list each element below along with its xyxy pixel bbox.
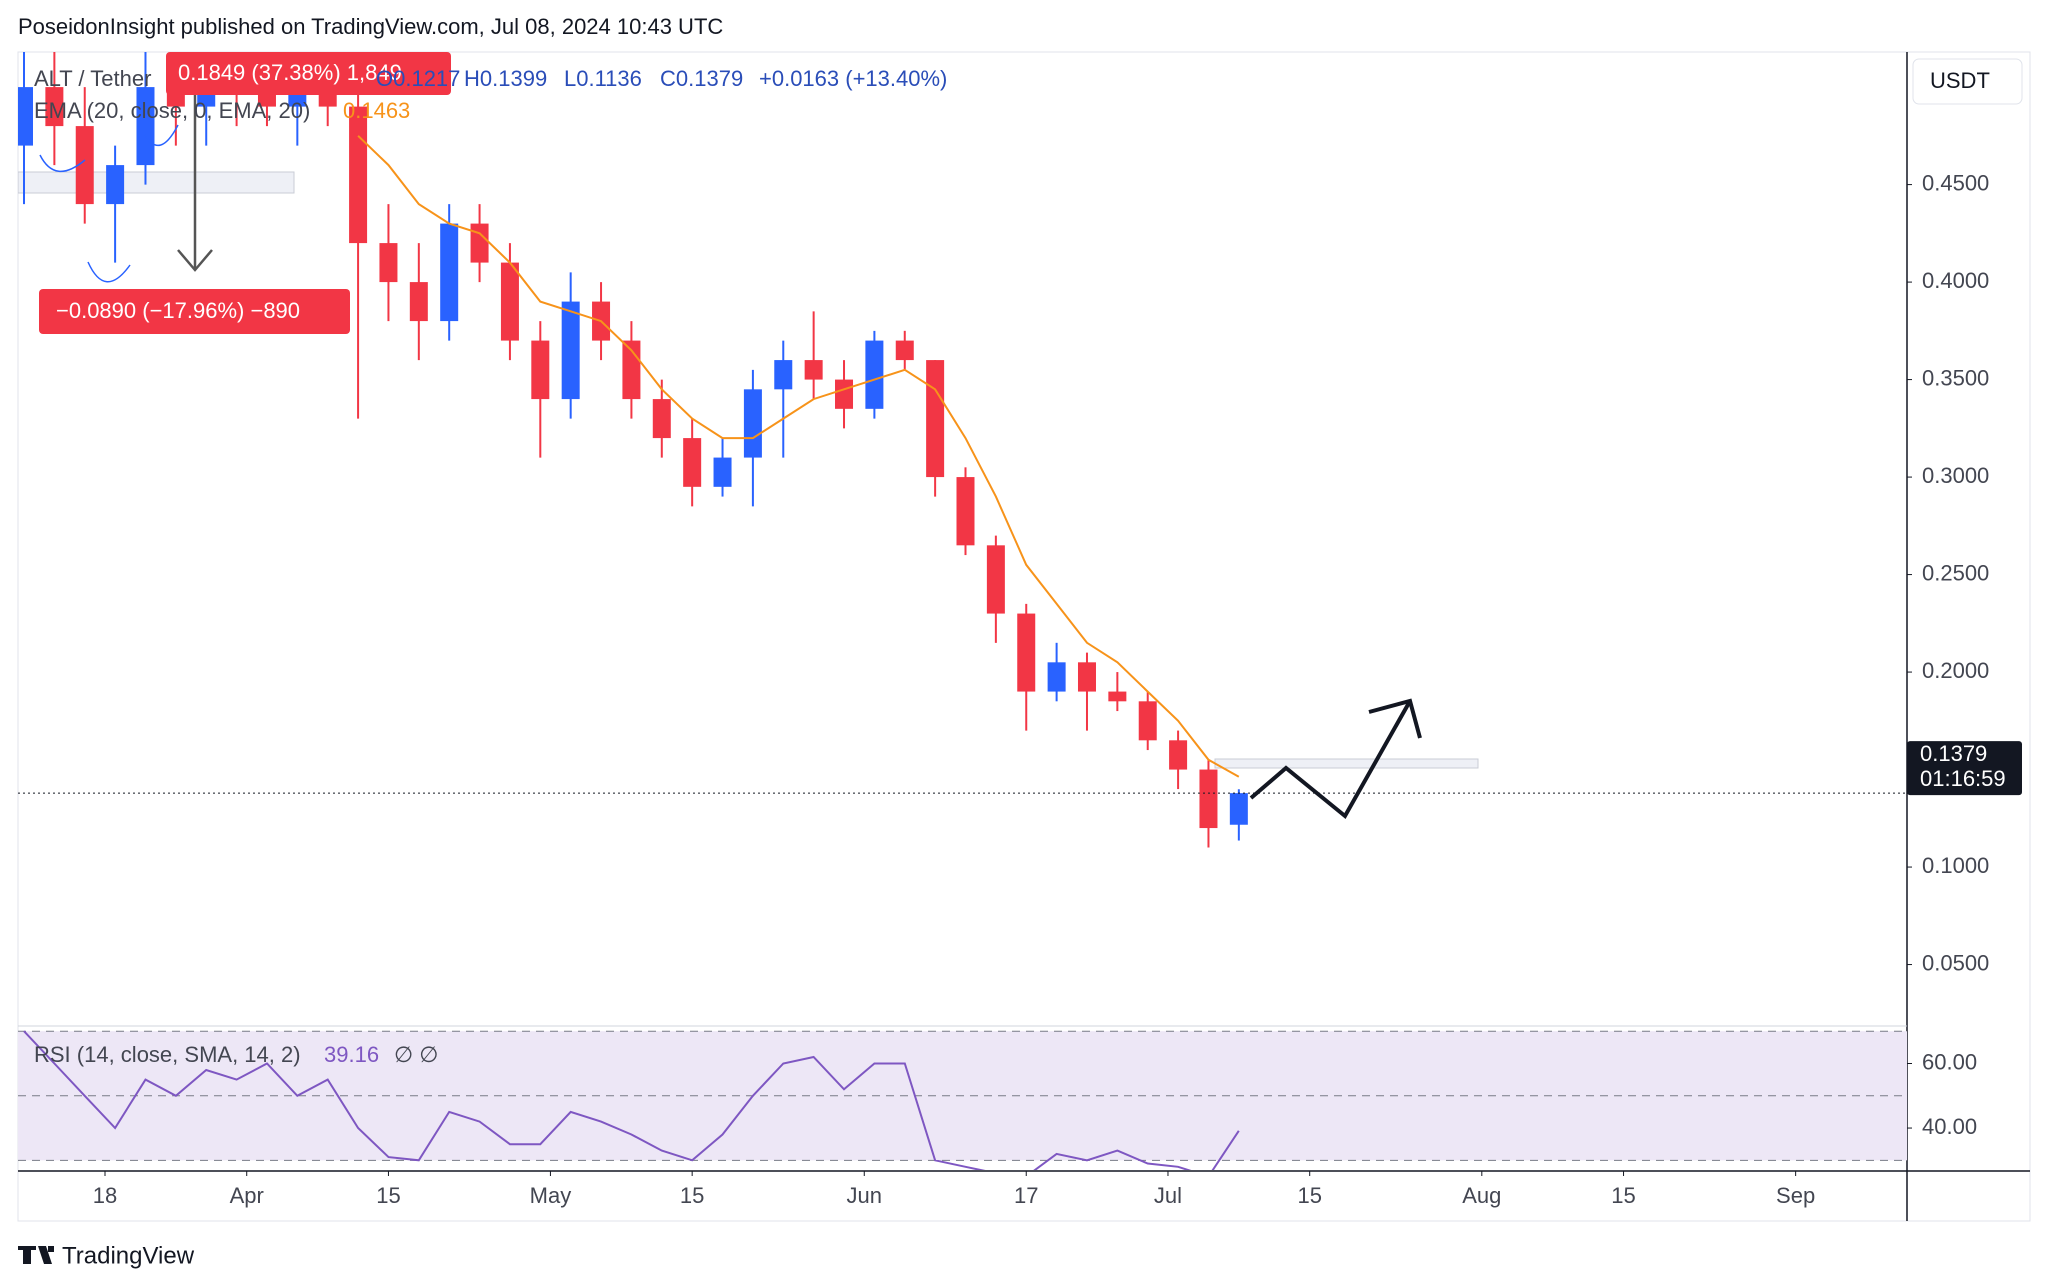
measure-label: −0.0890 (−17.96%) −890: [56, 298, 300, 323]
x-tick-label: 15: [376, 1183, 400, 1208]
candle-body: [18, 87, 33, 146]
candle-body: [45, 87, 64, 127]
candle-body: [652, 399, 671, 439]
measure-label: 0.1849 (37.38%) 1,849: [178, 60, 402, 85]
drawings: 0.1849 (37.38%) 1,849 −0.0890 (−17.96%) …: [39, 52, 1422, 820]
x-tick-label: Apr: [230, 1183, 264, 1208]
x-tick-label: 15: [1297, 1183, 1321, 1208]
candle-body: [713, 457, 732, 487]
x-tick-label: Sep: [1776, 1183, 1815, 1208]
measure-arrow-head: [177, 249, 213, 272]
x-tick-label: 18: [93, 1183, 117, 1208]
legend-change: +0.0163 (+13.40%): [759, 66, 947, 91]
rsi-pane: [18, 1030, 1907, 1170]
rsi-tick-label: 60.00: [1922, 1049, 1977, 1074]
x-tick-label: 17: [1014, 1183, 1038, 1208]
candle-body: [500, 262, 519, 341]
legend-open: O0.1217: [376, 66, 460, 91]
candle-body: [926, 360, 945, 478]
x-tick-label: May: [530, 1183, 572, 1208]
y-tick-label: 0.2500: [1922, 560, 1989, 585]
candle-body: [561, 301, 580, 400]
ema-name: EMA (20, close, 0, EMA, 20): [34, 98, 310, 123]
logo: [18, 1246, 54, 1264]
projection-arrow: [1249, 700, 1412, 820]
header: PoseidonInsight published on TradingView…: [18, 14, 723, 39]
candle-body: [683, 438, 702, 487]
x-tick-label: 15: [680, 1183, 704, 1208]
candle-body: [956, 477, 975, 546]
candle-body: [1138, 701, 1157, 741]
x-tick-label: Aug: [1462, 1183, 1501, 1208]
rsi-name: RSI (14, close, SMA, 14, 2): [34, 1042, 301, 1067]
candle-body: [470, 223, 489, 263]
rsi-extra: ∅ ∅: [394, 1042, 438, 1067]
candle-body: [804, 360, 823, 380]
rsi-value: 39.16: [324, 1042, 379, 1067]
candle-body: [1199, 769, 1218, 829]
measure-box: [166, 52, 451, 95]
y-tick-label: 0.3000: [1922, 463, 1989, 488]
y-tick-label: 0.1000: [1922, 853, 1989, 878]
currency-box: [1912, 58, 2023, 105]
candle-body: [986, 545, 1005, 614]
curve: [39, 124, 179, 283]
axes: 0.45000.40000.35000.30000.25000.20000.15…: [18, 170, 2022, 1208]
x-tick-label: 15: [1611, 1183, 1635, 1208]
zone: [18, 171, 295, 194]
candle-body: [349, 106, 368, 244]
x-tick-label: Jul: [1154, 1183, 1182, 1208]
candle-body: [1077, 662, 1096, 692]
y-tick-label: 0.2000: [1922, 658, 1989, 683]
candle-body: [865, 340, 884, 409]
candle-body: [136, 87, 155, 166]
rsi-tick-label: 40.00: [1922, 1114, 1977, 1139]
candle-body: [106, 165, 125, 205]
candle-body: [75, 126, 94, 205]
y-tick-label: 0.4000: [1922, 268, 1989, 293]
candle-body: [743, 389, 762, 458]
countdown: 01:16:59: [1920, 766, 2006, 791]
candle-body: [409, 282, 428, 322]
candle-body: [895, 340, 914, 361]
candle-body: [774, 360, 793, 390]
candle-body: [440, 223, 459, 322]
footer: TradingView: [62, 1242, 195, 1269]
candle-body: [531, 340, 550, 400]
legend-close: C0.1379: [660, 66, 743, 91]
candle-body: [1108, 691, 1127, 702]
last-price-box: [1907, 741, 2022, 796]
projection-arrow-head: [1368, 698, 1422, 739]
candle-body: [379, 243, 398, 283]
candle-body: [1017, 613, 1036, 692]
x-tick-label: Jun: [847, 1183, 882, 1208]
measure-box: [39, 289, 350, 334]
candle-body: [1047, 662, 1066, 692]
ema-line: [357, 135, 1240, 778]
y-tick-label: 0.4500: [1922, 170, 1989, 195]
legend-low: L0.1136: [564, 66, 642, 91]
last-price-label: 0.1379: [1920, 741, 1987, 766]
y-tick-label: 0.0500: [1922, 950, 1989, 975]
legend-high: H0.1399: [464, 66, 547, 91]
currency: USDT: [1930, 68, 1990, 93]
zone: [1214, 758, 1479, 769]
candle-body: [1229, 793, 1248, 825]
symbol: ALT / Tether: [34, 66, 151, 91]
main-pane: [18, 52, 1479, 848]
frame: [17, 51, 2031, 1222]
y-tick-label: 0.3500: [1922, 365, 1989, 390]
candle-body: [835, 379, 854, 409]
candle-body: [1169, 740, 1188, 770]
ema-value: 0.1463: [343, 98, 410, 123]
rsi-line: [23, 1030, 1240, 1170]
